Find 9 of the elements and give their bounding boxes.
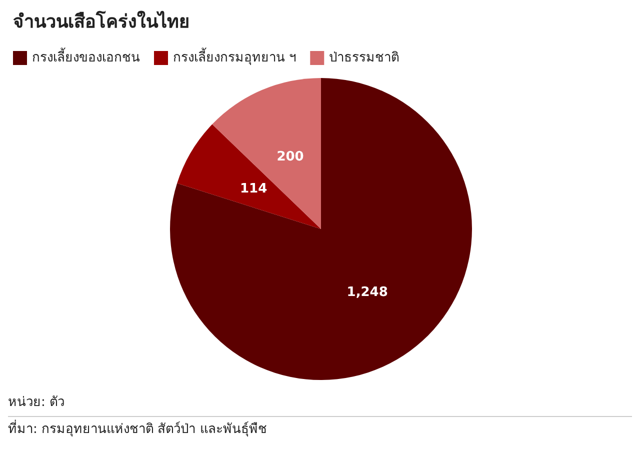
chart-title: จำนวนเสือโคร่งในไทย	[13, 10, 190, 32]
data-label: 1,248	[346, 284, 388, 300]
text: หน่วย: ตัว	[8, 394, 66, 412]
legend-label: ป่าธรรมชาติ	[329, 50, 400, 66]
text: ที่มา: กรมอุทยานแห่งชาติ สัตว์ป่า และพันธุ์พืช	[8, 416, 632, 440]
data-label: 114	[240, 181, 268, 196]
legend-label: กรงเลี้ยงกรมอุทยาน ฯ	[173, 48, 296, 66]
legend-label: กรงเลี้ยงของเอกชน	[32, 48, 140, 66]
data-label: 200	[276, 149, 304, 164]
